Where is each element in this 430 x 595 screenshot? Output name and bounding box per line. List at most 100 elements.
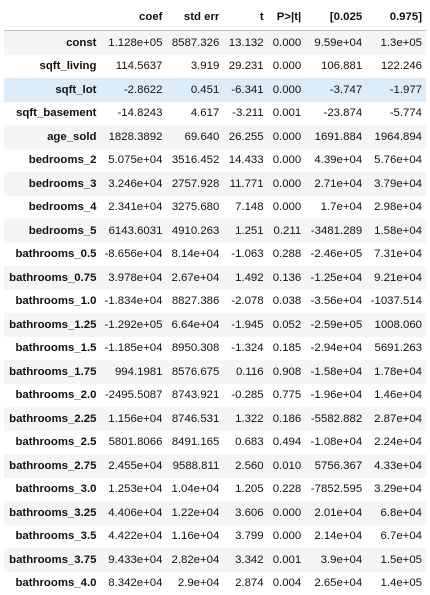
row-label: bathrooms_3.0 [4,478,100,502]
table-cell: 3.79e+04 [366,172,426,196]
table-cell: 2.9e+04 [166,572,223,595]
table-cell: 3.606 [223,501,267,525]
table-cell: 1.5e+05 [366,548,426,572]
table-cell: 2.874 [223,572,267,595]
table-cell: 1691.884 [305,125,366,149]
row-label: bedrooms_2 [4,149,100,173]
table-cell: -8.656e+04 [100,243,166,267]
table-cell: 0.683 [223,431,267,455]
table-cell: 13.132 [223,31,267,55]
table-cell: 114.5637 [100,55,166,79]
header-cell-p-value: P>|t| [268,3,306,31]
row-label: sqft_basement [4,102,100,126]
table-cell: 2.67e+04 [166,266,223,290]
table-cell: 8746.531 [166,407,223,431]
table-cell: 9.59e+04 [305,31,366,55]
table-cell: 0.288 [268,243,306,267]
table-cell: 9.21e+04 [366,266,426,290]
table-cell: 9.433e+04 [100,548,166,572]
table-cell: -5.774 [366,102,426,126]
row-label: bedrooms_4 [4,196,100,220]
table-cell: 29.231 [223,55,267,79]
table-cell: -2.8622 [100,78,166,102]
table-cell: 3275.680 [166,196,223,220]
row-label: bathrooms_1.0 [4,290,100,314]
table-cell: 1.04e+04 [166,478,223,502]
header-cell-ci-upper: 0.975] [366,3,426,31]
table-cell: 3.799 [223,525,267,549]
table-cell: 1.7e+04 [305,196,366,220]
table-cell: 8576.675 [166,360,223,384]
table-cell: 4.39e+04 [305,149,366,173]
table-cell: 6.64e+04 [166,313,223,337]
row-label: bathrooms_2.5 [4,431,100,455]
table-cell: 11.771 [223,172,267,196]
table-cell: 0.001 [268,102,306,126]
table-cell: 0.001 [268,548,306,572]
table-cell: 0.211 [268,219,306,243]
table-cell: 1964.894 [366,125,426,149]
table-cell: 8.342e+04 [100,572,166,595]
table-cell: 0.000 [268,78,306,102]
row-label: bathrooms_1.75 [4,360,100,384]
row-label: bathrooms_3.5 [4,525,100,549]
table-cell: -0.285 [223,384,267,408]
table-cell: 5.76e+04 [366,149,426,173]
table-cell: 3.978e+04 [100,266,166,290]
row-label: bathrooms_1.5 [4,337,100,361]
table-cell: 0.228 [268,478,306,502]
table-cell: 1.58e+04 [366,219,426,243]
table-cell: 0.186 [268,407,306,431]
table-cell: -1.96e+04 [305,384,366,408]
table-cell: -1.063 [223,243,267,267]
table-cell: -2.94e+04 [305,337,366,361]
row-label: bathrooms_0.5 [4,243,100,267]
table-cell: 1.322 [223,407,267,431]
table-cell: 3516.452 [166,149,223,173]
table-cell: 7.148 [223,196,267,220]
table-cell: 4910.263 [166,219,223,243]
table-cell: 1008.060 [366,313,426,337]
row-label: const [4,31,100,55]
table-cell: 1.251 [223,219,267,243]
table-cell: 8743.921 [166,384,223,408]
table-cell: 0.000 [268,125,306,149]
table-cell: 1.3e+05 [366,31,426,55]
table-cell: 0.494 [268,431,306,455]
table-cell: 26.255 [223,125,267,149]
table-cell: -1.945 [223,313,267,337]
table-cell: -14.8243 [100,102,166,126]
table-cell: 1.253e+04 [100,478,166,502]
table-cell: -1.185e+04 [100,337,166,361]
table-cell: 7.31e+04 [366,243,426,267]
table-cell: 4.33e+04 [366,454,426,478]
row-label: bedrooms_3 [4,172,100,196]
table-cell: -23.874 [305,102,366,126]
table-cell: 122.246 [366,55,426,79]
table-cell: 0.000 [268,55,306,79]
table-cell: 3.919 [166,55,223,79]
table-cell: 3.246e+04 [100,172,166,196]
table-cell: 2.560 [223,454,267,478]
table-cell: 0.775 [268,384,306,408]
row-label: bathrooms_2.25 [4,407,100,431]
table-cell: 2.65e+04 [305,572,366,595]
table-cell: 4.422e+04 [100,525,166,549]
table-cell: -3.747 [305,78,366,102]
table-cell: 0.000 [268,172,306,196]
row-label: bathrooms_4.0 [4,572,100,595]
table-cell: 1.22e+04 [166,501,223,525]
